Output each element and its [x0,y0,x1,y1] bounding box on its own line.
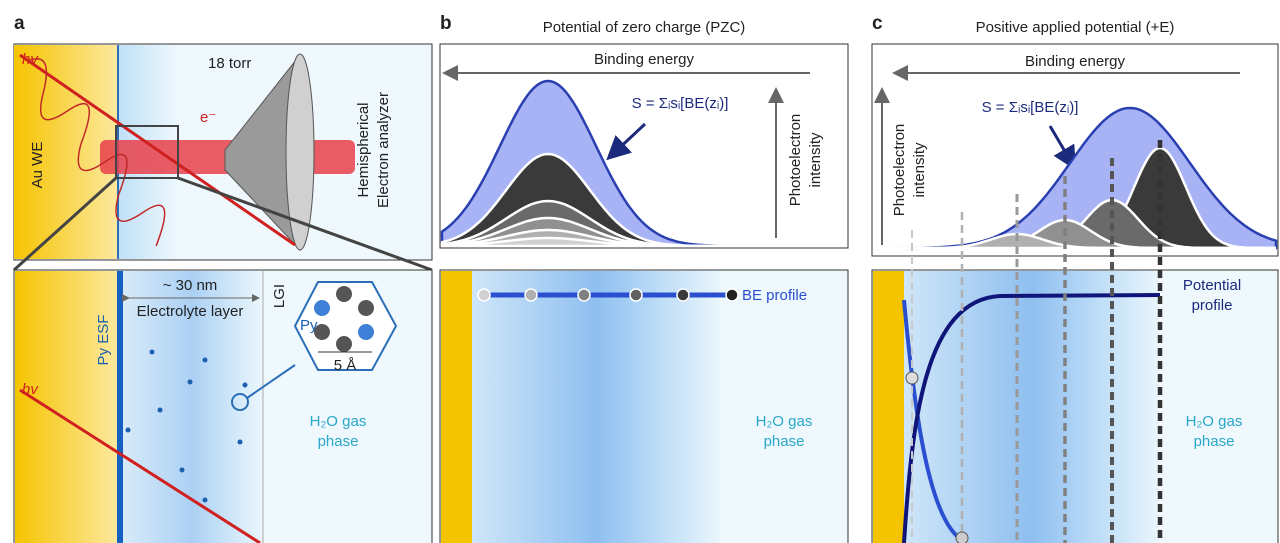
profile-point [725,288,739,302]
potential-profile [902,293,1161,543]
decay-curve [902,299,964,542]
analyzer-opening [285,53,315,251]
electrolyte [904,271,1160,543]
electrode [15,271,119,543]
profile-point [477,288,491,302]
profile-label: BE profile [742,287,807,304]
peak [440,236,846,248]
photon-label: hv [22,381,39,398]
electrode [873,271,904,543]
gas-label: phase [1194,433,1235,450]
photon-wave [29,58,166,247]
lgi-label: LGI [271,284,288,308]
gas-label: phase [318,433,359,450]
thickness-label: ~ 30 nm [163,277,218,294]
gas-label: H₂O gas [1186,413,1243,430]
zoom-box [115,125,179,179]
analyzer-label: Hemispherical [355,102,372,197]
layer-label: Electrolyte layer [137,303,244,320]
formula: S = Σᵢsᵢ[BE(zᵢ)] [982,99,1079,116]
pyridine [314,286,374,352]
zoom-line [12,176,118,272]
axis-label: Binding energy [594,51,695,68]
photon-beam [19,388,261,543]
electrolyte [121,271,263,543]
gas-label: H₂O gas [756,413,813,430]
panel-label: a [14,13,25,34]
electrolyte [472,271,720,543]
photon-label: hv [22,51,39,68]
panel-a: a hv Au WE 18 torr e⁻ Hemispherical Elec… [12,13,433,272]
photon-beam [19,53,296,247]
molecule-zoom [231,393,249,411]
profile-point [524,288,538,302]
panel-title: Potential of zero charge (PZC) [543,19,746,36]
axis-label: Photoelectron [891,124,908,217]
electrode-label: Au WE [29,142,46,189]
axis-label: intensity [807,132,824,188]
peak [874,232,1276,250]
profile-point [629,288,643,302]
profile-point [955,531,969,543]
analyzer-label: Electron analyzer [375,92,392,208]
profile-point [577,288,591,302]
panel-label: c [872,13,883,34]
panel-c: c Positive applied potential (+E) Bindin… [871,13,1279,543]
zoom-line [177,176,433,272]
axis-label: Photoelectron [787,114,804,207]
gas-label: H₂O gas [310,413,367,430]
axis-label: intensity [911,142,928,198]
profile-label: Potential [1183,277,1241,294]
molecule-label: Py [300,317,318,334]
electron-label: e⁻ [200,109,216,126]
axis-label: Binding energy [1025,53,1126,70]
panel-label: b [440,13,452,34]
pointer [1048,125,1077,171]
surface-label: Py ESF [95,315,112,366]
scale-label: 5 Å [334,357,357,374]
panel-title: Positive applied potential (+E) [976,19,1175,36]
molecules [125,349,248,503]
formula: S = Σᵢsᵢ[BE(zᵢ)] [632,95,729,112]
profile-point [905,371,919,385]
pointer [606,122,647,161]
pressure-label: 18 torr [208,55,251,72]
gas-label: phase [764,433,805,450]
panel-b: b Potential of zero charge (PZC) Binding… [439,13,849,543]
zoom-line [246,364,296,399]
profile-label: profile [1192,297,1233,314]
electrode [441,271,472,543]
profile-point [676,288,690,302]
panel-a-zoom: hv Py ESF ~ 30 nm Electrolyte layer LGI … [13,269,433,543]
